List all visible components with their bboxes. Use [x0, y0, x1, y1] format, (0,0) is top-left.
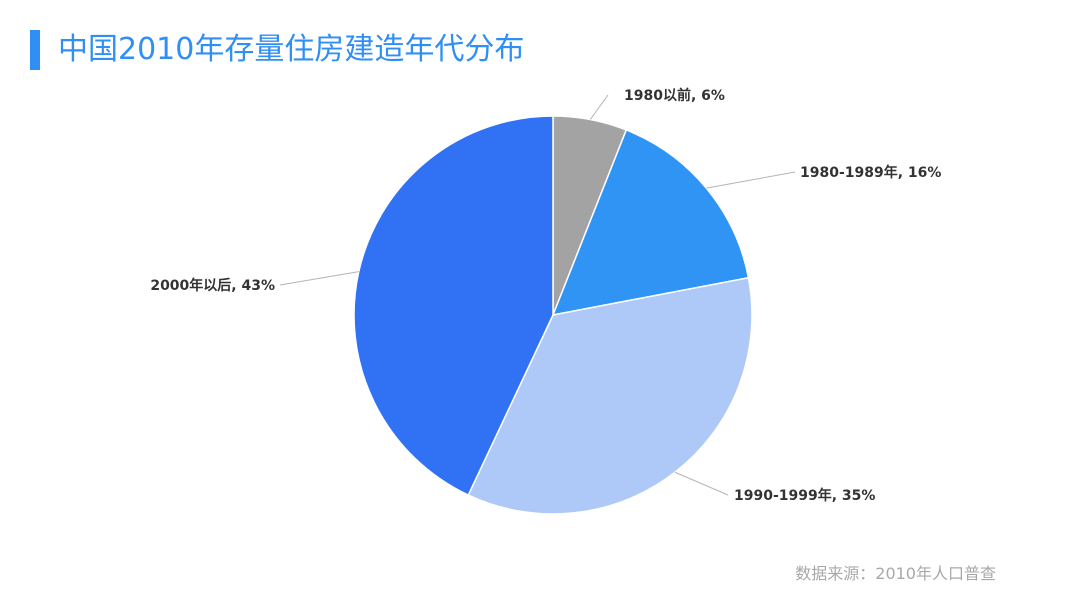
- data-label-4: 2000年以后, 43%: [150, 277, 275, 294]
- chart-title: 中国2010年存量住房建造年代分布: [58, 32, 525, 67]
- data-label-1: 1980以前, 6%: [624, 87, 725, 104]
- leader-line-1: [589, 94, 609, 120]
- data-label-3: 1990-1999年, 35%: [734, 487, 875, 504]
- data-label-2: 1980-1989年, 16%: [800, 164, 941, 181]
- leader-line-2: [706, 171, 796, 189]
- title-accent-bar: [30, 30, 40, 70]
- leader-line-4: [279, 271, 359, 286]
- source-note: 数据来源：2010年人口普查: [795, 564, 996, 583]
- leader-line-3: [674, 471, 729, 496]
